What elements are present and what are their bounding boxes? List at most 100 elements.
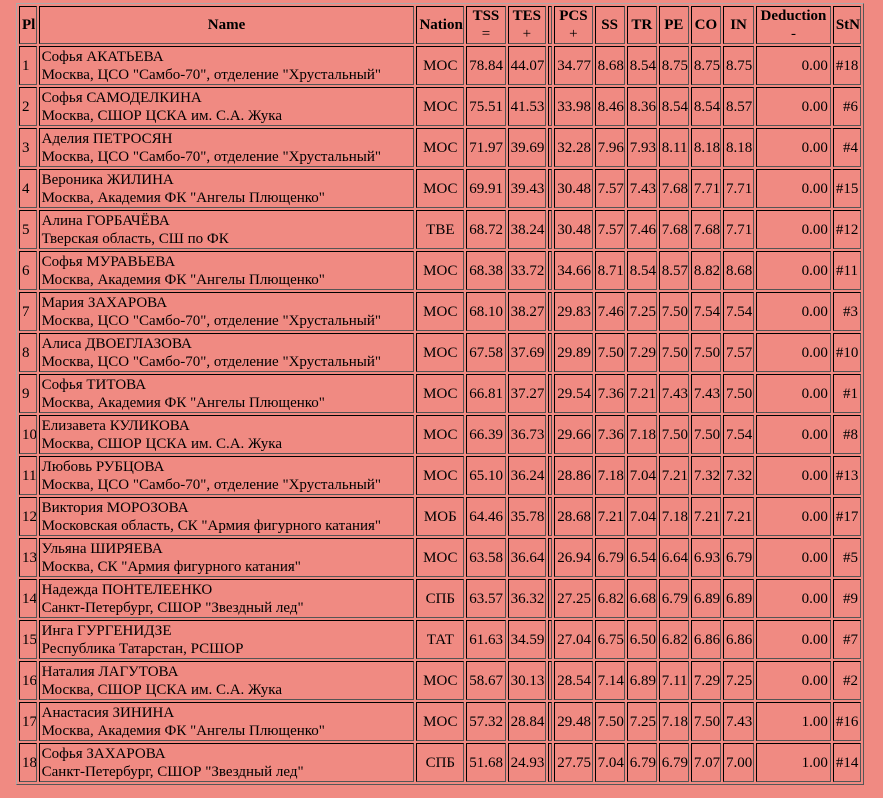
co: 7.68 — [690, 210, 721, 249]
place: 16 — [19, 661, 37, 700]
tr: 8.36 — [626, 87, 657, 126]
result-row: 13 Ульяна ШИРЯЕВА Москва, СК "Армия фигурн… — [19, 538, 861, 577]
results-table: Pl.NameNationTSS=TES+PCS+SSTRPECOINDeduc… — [16, 3, 864, 785]
skater-cell: Софья МУРАВЬЕВА Москва, Академия ФК "Анге… — [38, 251, 415, 290]
skater-name: Софья ТИТОВА — [41, 376, 147, 393]
tss: 63.57 — [466, 579, 506, 618]
spacer — [548, 497, 553, 536]
in: 7.71 — [722, 169, 755, 208]
deduction: 1.00 — [756, 702, 831, 741]
ss: 6.82 — [594, 579, 625, 618]
skater-cell: Надежда ПОНТЕЛЕЕНКО Санкт-Петербург, СШОР… — [38, 579, 415, 618]
place: 6 — [19, 251, 37, 290]
column-header: Deduction - — [756, 6, 831, 44]
co: 7.32 — [690, 456, 721, 495]
place: 2 — [19, 87, 37, 126]
pe: 6.79 — [658, 579, 689, 618]
pe: 6.82 — [658, 620, 689, 659]
header-row: Pl.NameNationTSS=TES+PCS+SSTRPECOINDeduc… — [19, 6, 861, 44]
result-row: 4 Вероника ЖИЛИНА Москва, Академия ФК "Анг… — [19, 169, 861, 208]
header-sub: + — [522, 26, 532, 42]
tes: 41.53 — [507, 87, 547, 126]
start-number: #15 — [832, 169, 861, 208]
pcs: 28.54 — [554, 661, 593, 700]
tr: 6.68 — [626, 579, 657, 618]
column-header: PE — [658, 6, 689, 44]
pe: 7.21 — [658, 456, 689, 495]
pe: 8.57 — [658, 251, 689, 290]
result-row: 5 Алина ГОРБАЧЁВА Тверская область, СШ по … — [19, 210, 861, 249]
skater-club: Москва, Академия ФК "Ангелы Плющенко" — [41, 722, 325, 739]
pcs: 29.66 — [554, 415, 593, 454]
nation: МОС — [416, 46, 465, 85]
pe: 7.68 — [658, 169, 689, 208]
tr: 7.04 — [626, 456, 657, 495]
result-row: 9 Софья ТИТОВА Москва, Академия ФК "Ангелы… — [19, 374, 861, 413]
pe: 7.50 — [658, 292, 689, 331]
column-header: StN. — [832, 6, 861, 44]
co: 8.54 — [690, 87, 721, 126]
column-header: Name — [38, 6, 415, 44]
in: 7.50 — [722, 374, 755, 413]
in: 6.89 — [722, 579, 755, 618]
pe: 8.11 — [658, 128, 689, 167]
tr: 7.18 — [626, 415, 657, 454]
result-row: 2 Софья САМОДЕЛКИНА Москва, СШОР ЦСКА им. … — [19, 87, 861, 126]
column-header: IN — [722, 6, 755, 44]
column-header: PCS + — [554, 6, 593, 44]
nation: МОС — [416, 538, 465, 577]
skater-name: Вероника ЖИЛИНА — [41, 171, 174, 188]
place: 18 — [19, 743, 37, 782]
pe: 6.79 — [658, 743, 689, 782]
start-number: #1 — [832, 374, 861, 413]
nation: МОС — [416, 292, 465, 331]
column-header: Nation — [416, 6, 465, 44]
ss: 6.75 — [594, 620, 625, 659]
co: 7.50 — [690, 415, 721, 454]
in: 8.57 — [722, 87, 755, 126]
spacer — [548, 661, 553, 700]
in: 7.25 — [722, 661, 755, 700]
pe: 7.11 — [658, 661, 689, 700]
ss: 7.14 — [594, 661, 625, 700]
skater-club: Москва, Академия ФК "Ангелы Плющенко" — [41, 271, 325, 288]
start-number: #16 — [832, 702, 861, 741]
co: 6.89 — [690, 579, 721, 618]
tr: 7.25 — [626, 702, 657, 741]
start-number: #10 — [832, 333, 861, 372]
co: 7.21 — [690, 497, 721, 536]
place: 1 — [19, 46, 37, 85]
deduction: 0.00 — [756, 456, 831, 495]
in: 6.86 — [722, 620, 755, 659]
place: 9 — [19, 374, 37, 413]
place: 4 — [19, 169, 37, 208]
start-number: #5 — [832, 538, 861, 577]
pcs: 34.77 — [554, 46, 593, 85]
tes: 39.69 — [507, 128, 547, 167]
start-number: #2 — [832, 661, 861, 700]
skater-name: Надежда ПОНТЕЛЕЕНКО — [41, 581, 213, 598]
start-number: #3 — [832, 292, 861, 331]
tes: 33.72 — [507, 251, 547, 290]
result-row: 17 Анастасия ЗИНИНА Москва, Академия ФК "А… — [19, 702, 861, 741]
spacer — [548, 620, 553, 659]
skater-cell: Анастасия ЗИНИНА Москва, Академия ФК "Анг… — [38, 702, 415, 741]
pcs: 30.48 — [554, 210, 593, 249]
tr: 7.29 — [626, 333, 657, 372]
nation: ТАТ — [416, 620, 465, 659]
place: 12 — [19, 497, 37, 536]
skater-name: Аделия ПЕТРОСЯН — [41, 130, 173, 147]
header-sub: - — [790, 26, 796, 42]
skater-name: Наталия ЛАГУТОВА — [41, 663, 179, 680]
pe: 7.18 — [658, 702, 689, 741]
tss: 67.58 — [466, 333, 506, 372]
skater-cell: Софья ТИТОВА Москва, Академия ФК "Ангелы … — [38, 374, 415, 413]
nation: МОС — [416, 456, 465, 495]
nation: МОС — [416, 661, 465, 700]
deduction: 0.00 — [756, 620, 831, 659]
spacer — [548, 702, 553, 741]
result-row: 8 Алиса ДВОЕГЛАЗОВА Москва, ЦСО "Самбо-70"… — [19, 333, 861, 372]
skater-club: Санкт-Петербург, СШОР "Звездный лед" — [41, 599, 304, 616]
tes: 35.78 — [507, 497, 547, 536]
skater-name: Софья САМОДЕЛКИНА — [41, 89, 202, 106]
